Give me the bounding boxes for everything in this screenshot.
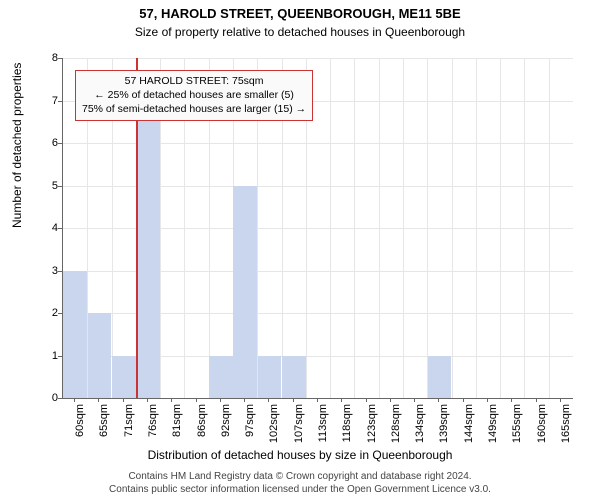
y-tick-label: 0 — [28, 392, 58, 404]
grid-line-v — [452, 58, 453, 398]
x-tick-label: 165sqm — [560, 404, 572, 454]
x-tick-mark — [366, 398, 367, 402]
x-tick-mark — [438, 398, 439, 402]
y-tick-label: 1 — [28, 350, 58, 362]
y-tick-label: 5 — [28, 180, 58, 192]
x-tick-mark — [317, 398, 318, 402]
x-tick-label: 65sqm — [98, 404, 110, 454]
x-tick-mark — [244, 398, 245, 402]
x-tick-mark — [171, 398, 172, 402]
grid-line-v — [476, 58, 477, 398]
x-axis-label: Distribution of detached houses by size … — [0, 448, 600, 462]
chart-title: 57, HAROLD STREET, QUEENBOROUGH, ME11 5B… — [0, 6, 600, 21]
x-tick-label: 107sqm — [293, 404, 305, 454]
footer-line1: Contains HM Land Registry data © Crown c… — [0, 470, 600, 483]
x-tick-mark — [147, 398, 148, 402]
grid-line-v — [500, 58, 501, 398]
x-tick-label: 76sqm — [147, 404, 159, 454]
bar — [112, 356, 136, 399]
x-tick-label: 160sqm — [536, 404, 548, 454]
footer: Contains HM Land Registry data © Crown c… — [0, 470, 600, 496]
x-tick-label: 134sqm — [414, 404, 426, 454]
y-tick-label: 3 — [28, 265, 58, 277]
x-tick-label: 60sqm — [74, 404, 86, 454]
bar — [282, 356, 306, 399]
grid-line-v — [549, 58, 550, 398]
y-tick-label: 2 — [28, 307, 58, 319]
footer-line2: Contains public sector information licen… — [0, 483, 600, 496]
x-tick-mark — [463, 398, 464, 402]
annotation-line3: 75% of semi-detached houses are larger (… — [82, 102, 306, 116]
bar — [136, 101, 160, 399]
x-tick-mark — [98, 398, 99, 402]
bar — [63, 271, 87, 399]
grid-line-h — [63, 58, 573, 59]
x-tick-label: 149sqm — [487, 404, 499, 454]
x-tick-label: 123sqm — [366, 404, 378, 454]
chart-container: 57, HAROLD STREET, QUEENBOROUGH, ME11 5B… — [0, 0, 600, 500]
x-tick-mark — [220, 398, 221, 402]
x-tick-mark — [511, 398, 512, 402]
grid-line-v — [354, 58, 355, 398]
x-tick-label: 81sqm — [171, 404, 183, 454]
x-tick-label: 86sqm — [196, 404, 208, 454]
x-tick-label: 113sqm — [317, 404, 329, 454]
x-tick-mark — [268, 398, 269, 402]
x-tick-mark — [293, 398, 294, 402]
x-tick-label: 128sqm — [390, 404, 402, 454]
annotation-box: 57 HAROLD STREET: 75sqm ← 25% of detache… — [75, 70, 313, 121]
x-tick-label: 71sqm — [123, 404, 135, 454]
grid-line-v — [427, 58, 428, 398]
y-tick-label: 7 — [28, 95, 58, 107]
x-tick-label: 155sqm — [511, 404, 523, 454]
grid-line-v — [379, 58, 380, 398]
x-tick-mark — [414, 398, 415, 402]
grid-line-v — [524, 58, 525, 398]
x-tick-mark — [196, 398, 197, 402]
annotation-line2: ← 25% of detached houses are smaller (5) — [82, 88, 306, 102]
bar — [233, 186, 257, 399]
x-tick-mark — [390, 398, 391, 402]
plot-area: 57 HAROLD STREET: 75sqm ← 25% of detache… — [62, 58, 573, 399]
chart-subtitle: Size of property relative to detached ho… — [0, 25, 600, 39]
x-tick-label: 97sqm — [244, 404, 256, 454]
annotation-line1: 57 HAROLD STREET: 75sqm — [82, 74, 306, 88]
bar — [209, 356, 233, 399]
x-tick-label: 102sqm — [268, 404, 280, 454]
x-tick-mark — [560, 398, 561, 402]
bar — [428, 356, 452, 399]
x-tick-mark — [123, 398, 124, 402]
x-tick-mark — [74, 398, 75, 402]
y-tick-label: 4 — [28, 222, 58, 234]
x-tick-label: 139sqm — [438, 404, 450, 454]
x-tick-mark — [536, 398, 537, 402]
y-tick-label: 8 — [28, 52, 58, 64]
y-axis-label: Number of detached properties — [10, 63, 24, 228]
x-tick-mark — [487, 398, 488, 402]
y-tick-label: 6 — [28, 137, 58, 149]
grid-line-v — [330, 58, 331, 398]
grid-line-v — [403, 58, 404, 398]
x-tick-label: 118sqm — [341, 404, 353, 454]
x-tick-label: 92sqm — [220, 404, 232, 454]
bar — [258, 356, 282, 399]
x-tick-label: 144sqm — [463, 404, 475, 454]
bar — [88, 313, 112, 398]
x-tick-mark — [341, 398, 342, 402]
